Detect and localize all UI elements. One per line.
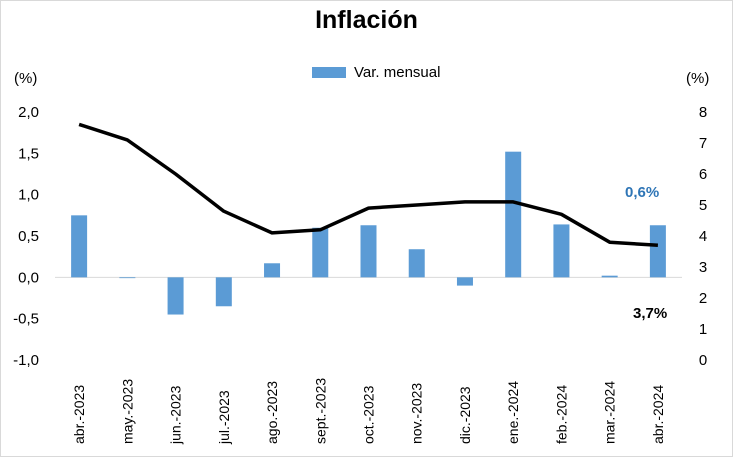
right-tick-label: 8 xyxy=(699,104,707,121)
right-tick-label: 5 xyxy=(699,197,707,214)
category-label: nov.-2023 xyxy=(409,383,425,444)
left-tick-label: 1,5 xyxy=(18,145,39,162)
category-label: ago.-2023 xyxy=(264,381,280,444)
category-label: mar.-2024 xyxy=(602,381,618,444)
category-label: abr.-2023 xyxy=(71,385,87,444)
left-tick-label: 2,0 xyxy=(18,104,39,121)
left-axis-unit: (%) xyxy=(14,70,38,87)
left-tick-label: 1,0 xyxy=(18,187,39,204)
bar xyxy=(408,249,425,278)
bar xyxy=(649,225,666,278)
bar xyxy=(312,227,329,278)
right-tick-label: 4 xyxy=(699,228,707,245)
left-tick-label: 0,5 xyxy=(18,228,39,245)
line-series xyxy=(78,122,659,248)
right-tick-label: 0 xyxy=(699,352,707,369)
category-label: dic.-2023 xyxy=(457,386,473,444)
bar xyxy=(360,225,377,278)
bar xyxy=(456,277,473,286)
legend: Var. mensual xyxy=(312,64,440,81)
category-label: jun.-2023 xyxy=(168,385,184,445)
right-axis-unit: (%) xyxy=(686,70,710,87)
bar xyxy=(71,215,88,278)
category-label: sept.-2023 xyxy=(312,378,328,444)
category-label: ene.-2024 xyxy=(505,381,521,444)
right-tick-label: 3 xyxy=(699,259,707,276)
bar xyxy=(167,277,184,315)
right-tick-label: 7 xyxy=(699,135,707,152)
category-label: jul.-2023 xyxy=(216,390,232,445)
right-tick-label: 2 xyxy=(699,290,707,307)
bar xyxy=(505,151,522,278)
category-label: may.-2023 xyxy=(119,379,135,444)
bar xyxy=(264,263,281,278)
annotation-annual: 3,7% xyxy=(633,305,668,322)
right-tick-label: 6 xyxy=(699,166,707,183)
legend-swatch xyxy=(312,67,346,78)
chart-title: Inflación xyxy=(315,6,418,34)
left-tick-label: 0,0 xyxy=(18,269,39,286)
category-label: abr.-2024 xyxy=(650,385,666,444)
legend-label: Var. mensual xyxy=(354,64,441,81)
bar xyxy=(215,277,232,307)
annotation-monthly: 0,6% xyxy=(625,184,660,201)
left-tick-label: -1,0 xyxy=(13,352,39,369)
bar xyxy=(553,224,570,278)
category-label: feb.-2024 xyxy=(553,385,569,444)
left-tick-label: -0,5 xyxy=(13,311,39,328)
bar xyxy=(601,275,618,278)
right-tick-label: 1 xyxy=(699,321,707,338)
category-label: oct.-2023 xyxy=(361,385,377,444)
bar xyxy=(119,277,136,279)
